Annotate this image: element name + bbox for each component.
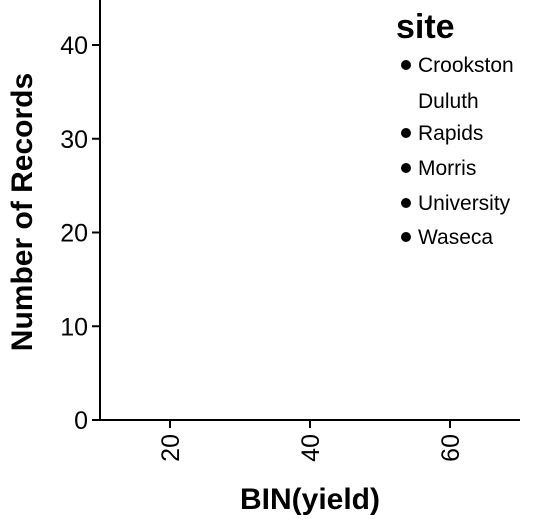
legend-item-label: Waseca <box>418 226 493 249</box>
legend-marker <box>401 163 411 173</box>
x-tick-label: 40 <box>297 434 325 462</box>
legend-title: site <box>396 8 455 46</box>
legend-item-label: Crookston <box>418 54 514 77</box>
x-axis-ticks: 20 40 60 <box>157 420 465 462</box>
x-axis-title: BIN(yield) <box>240 483 380 516</box>
legend-item-label: Duluth <box>418 90 479 113</box>
y-tick-label: 30 <box>60 126 88 154</box>
legend-item-label: University <box>418 192 511 215</box>
legend-marker <box>401 232 411 242</box>
x-tick-label: 60 <box>437 434 465 462</box>
y-tick-label: 0 <box>74 407 88 435</box>
y-tick-label: 20 <box>60 220 88 248</box>
y-tick-label: 10 <box>60 313 88 341</box>
legend-item-label: Morris <box>418 157 476 180</box>
x-tick-label: 20 <box>157 434 185 462</box>
legend-marker <box>401 128 411 138</box>
legend-marker <box>401 198 411 208</box>
legend: site Crookston Duluth Rapids Morris Universi… <box>396 8 514 249</box>
y-axis-ticks: 0 10 20 30 40 <box>60 32 100 435</box>
legend-marker <box>401 60 411 70</box>
legend-item-label: Rapids <box>418 122 483 145</box>
y-tick-label: 40 <box>60 32 88 60</box>
y-axis-title: Number of Records <box>6 73 39 351</box>
